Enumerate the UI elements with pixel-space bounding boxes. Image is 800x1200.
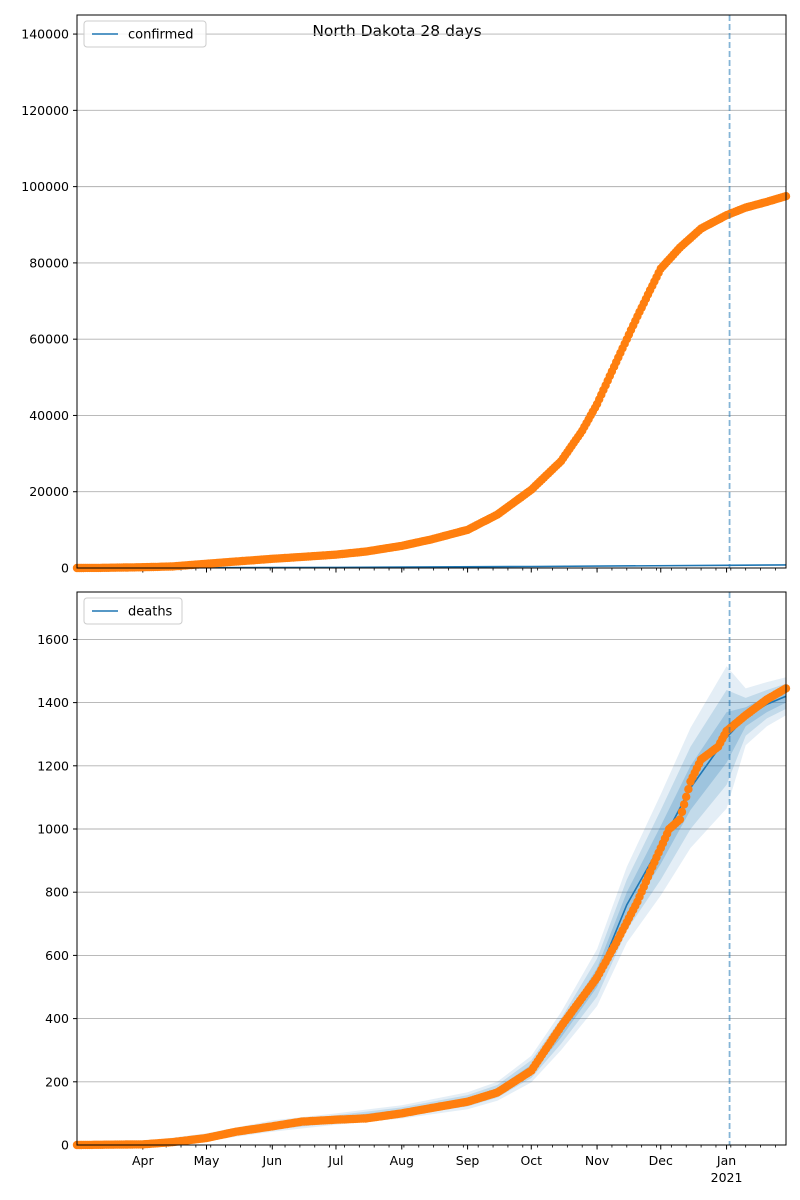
x-tick-label: Jun xyxy=(262,1153,283,1168)
confirmed-panel: 0 20000 40000 60000 80000 100000 120000 140000 c… xyxy=(21,14,791,576)
y-tick-label: 60000 xyxy=(29,332,69,347)
uncertainty-band xyxy=(77,690,786,1145)
figure-title: North Dakota 28 days xyxy=(312,22,481,40)
deaths-panel: 0 200 400 600 800 1000 1200 1400 1600 Apr May Jun Ju… xyxy=(37,591,791,1185)
y-tick-label: 0 xyxy=(61,561,69,576)
x-tick-label: Jul xyxy=(327,1153,343,1168)
observed-point xyxy=(682,792,691,801)
y-tick-label: 1000 xyxy=(37,822,69,837)
uncertainty-band xyxy=(77,666,786,1145)
x-tick-label: Nov xyxy=(585,1153,610,1168)
observed-point xyxy=(675,815,685,824)
x-year-label: 2021 xyxy=(711,1170,743,1185)
y-tick-label: 120000 xyxy=(21,103,69,118)
observed-point xyxy=(677,807,687,817)
y-tick-label: 20000 xyxy=(29,484,69,499)
y-tick-label: 140000 xyxy=(21,27,69,42)
uncertainty-band xyxy=(77,683,786,1145)
y-tick-label: 1200 xyxy=(37,758,69,773)
observed-point xyxy=(684,785,693,794)
y-tick-label: 100000 xyxy=(21,179,69,194)
legend: confirmed xyxy=(83,20,207,48)
y-tick-label: 1400 xyxy=(37,695,69,710)
legend: deaths xyxy=(83,597,183,625)
y-tick-label: 1600 xyxy=(37,632,69,647)
legend-box xyxy=(83,20,207,48)
y-tick-label: 40000 xyxy=(29,408,69,423)
legend-label: confirmed xyxy=(128,28,194,43)
legend-box xyxy=(83,597,183,625)
observed-point xyxy=(679,800,689,809)
x-tick-label: May xyxy=(194,1153,220,1168)
y-tick-label: 80000 xyxy=(29,255,69,270)
y-tick-label: 800 xyxy=(45,885,69,900)
axes-frame xyxy=(76,14,787,569)
y-tick-label: 400 xyxy=(45,1011,69,1026)
legend-label: deaths xyxy=(128,605,173,620)
axes-frame xyxy=(76,591,787,1146)
x-tick-label: Jan xyxy=(716,1153,736,1168)
x-tick-label: Apr xyxy=(132,1153,154,1168)
y-tick-label: 0 xyxy=(61,1138,69,1153)
y-tick-label: 200 xyxy=(45,1074,69,1089)
x-tick-label: Oct xyxy=(520,1153,542,1168)
x-tick-label: Sep xyxy=(456,1153,480,1168)
y-tick-label: 600 xyxy=(45,948,69,963)
x-tick-label: Dec xyxy=(649,1153,673,1168)
x-tick-label: Aug xyxy=(390,1153,414,1168)
